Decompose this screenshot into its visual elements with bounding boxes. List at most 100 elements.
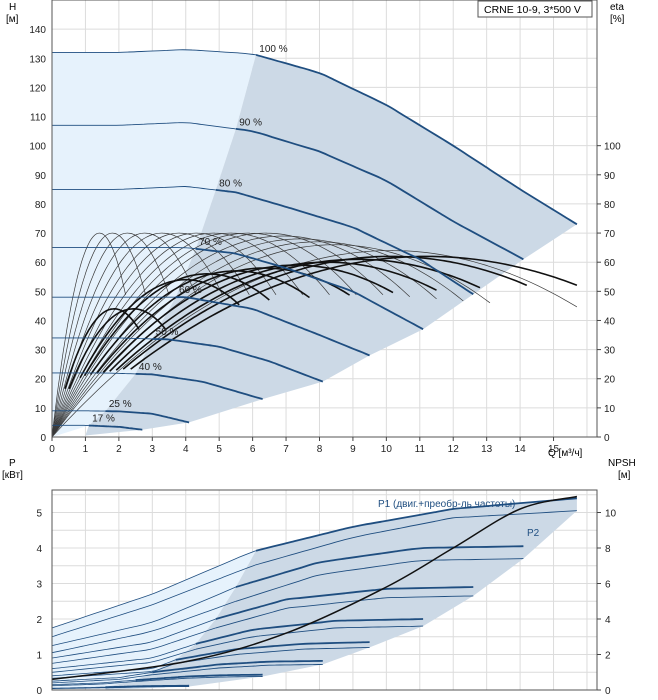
p2-curve-1 <box>255 510 577 566</box>
power-low-speed-region <box>52 550 256 690</box>
speed-label: 17 % <box>92 414 115 425</box>
x-tick-label: 5 <box>216 444 222 455</box>
y-axis-label-npsh: NPSH <box>608 458 636 469</box>
p2-curve-thin-1 <box>51 564 257 638</box>
p1-curve-1 <box>255 497 577 552</box>
y-tick-label-h: 20 <box>35 375 47 386</box>
head-curve-thin-50 <box>52 337 153 340</box>
speed-label: 70 % <box>199 237 222 248</box>
eta-curve-11 <box>51 232 384 438</box>
head-curve-thin-90 <box>52 122 236 130</box>
y-axis-label-eta: eta <box>610 2 624 13</box>
y-tick-label-h: 70 <box>35 229 47 240</box>
head-curve-thin-40 <box>52 372 136 375</box>
eta-curve-10 <box>51 232 357 438</box>
y-tick-label-eta: 50 <box>604 287 616 298</box>
bottom-plot-frame <box>51 489 598 691</box>
speed-label: 90 % <box>239 117 262 128</box>
eta-black-curve-2 <box>68 307 167 390</box>
p1-curve-thin-7 <box>51 679 136 686</box>
y-tick-label-p: 3 <box>36 580 42 591</box>
y-tick-label-h: 0 <box>40 433 46 444</box>
eta-curve-3 <box>51 232 170 438</box>
p2-curve-3 <box>215 595 474 629</box>
x-axis-label-q: Q [м³/ч] <box>548 448 583 459</box>
y-tick-label-eta: 0 <box>604 433 610 444</box>
speed-label: 25 % <box>109 399 132 410</box>
y-tick-label-h: 140 <box>29 25 46 36</box>
x-tick-label: 4 <box>183 444 189 455</box>
y-axis-unit-npsh: [м] <box>618 470 631 481</box>
head-curve-50 <box>152 338 324 383</box>
x-tick-label: 0 <box>49 444 55 455</box>
speed-label: 60 % <box>179 285 202 296</box>
head-curve-thin-100 <box>52 49 257 56</box>
y-tick-label-eta: 90 <box>604 171 616 182</box>
top-plot-frame <box>51 0 598 438</box>
y-tick-label-p: 2 <box>36 615 42 626</box>
legend-box-text: CRNE 10-9, 3*500 V <box>484 4 581 16</box>
p2-curve-thin-7 <box>51 681 136 687</box>
p2-curve-thin-2 <box>51 600 237 654</box>
y-tick-label-p: 1 <box>36 651 42 662</box>
p1-curve-7 <box>135 673 263 681</box>
x-tick-label: 11 <box>415 444 426 455</box>
speed-label: 50 % <box>156 327 179 338</box>
y-tick-label-h: 80 <box>35 200 47 211</box>
x-tick-label: 10 <box>381 444 393 455</box>
eta-curve-6 <box>51 232 250 438</box>
head-curve-thin-70 <box>51 247 196 250</box>
legend-box: CRNE 10-9, 3*500 V <box>477 0 593 18</box>
head-curve-60 <box>175 296 370 357</box>
y-tick-label-npsh: 10 <box>605 509 617 520</box>
eta-black-curve-8 <box>109 261 437 372</box>
p1-curve-6 <box>152 660 323 674</box>
p2-curve-6 <box>152 663 323 676</box>
y-axis-label-p: P <box>9 458 16 469</box>
y-tick-label-p: 4 <box>36 544 42 555</box>
speed-label: 80 % <box>219 178 242 189</box>
head-curve-80 <box>215 189 474 295</box>
y-tick-label-h: 60 <box>35 258 47 269</box>
speed-label: 100 % <box>259 44 287 55</box>
y-tick-label-h: 110 <box>30 113 46 124</box>
p1-curve-8 <box>105 684 190 689</box>
head-curve-90 <box>235 128 524 261</box>
p1-curve-thin-4 <box>51 643 196 670</box>
x-tick-label: 3 <box>150 444 156 455</box>
x-tick-label: 8 <box>317 444 323 455</box>
p1-curve-thin-3 <box>51 618 216 659</box>
npsh-curve <box>51 495 578 681</box>
y-tick-label-npsh: 2 <box>605 651 611 662</box>
y-tick-label-h: 10 <box>35 404 47 415</box>
y-tick-label-h: 130 <box>29 54 46 65</box>
p1-curve-thin-6 <box>51 671 153 682</box>
speed-label: 40 % <box>139 362 162 373</box>
head-curve-70 <box>195 247 424 330</box>
p2-curve-thin-8 <box>51 687 106 689</box>
y-tick-label-h: 50 <box>35 287 47 298</box>
y-tick-label-h: 40 <box>35 316 47 327</box>
y-tick-label-h: 30 <box>35 346 47 357</box>
eta-curve-16 <box>51 250 578 438</box>
p2-curve-thin-6 <box>51 674 153 684</box>
p2-curve-thin-4 <box>51 648 196 673</box>
eta-black-curve-11 <box>130 255 578 370</box>
p2-curve-2 <box>235 558 524 602</box>
y-tick-label-eta: 40 <box>604 316 616 327</box>
eta-black-curve-3 <box>79 278 240 379</box>
head-curve-40 <box>135 373 263 400</box>
p1-curve-thin-1 <box>51 550 257 629</box>
eta-black-curve-9 <box>115 258 481 371</box>
y-tick-label-eta: 20 <box>604 375 616 386</box>
eta-black-curve-10 <box>122 255 528 370</box>
y-axis-unit-p: [кВт] <box>2 470 23 481</box>
y-tick-label-p: 5 <box>36 509 42 520</box>
y-axis-unit-h: [м] <box>6 14 19 25</box>
eta-curve-9 <box>51 232 330 438</box>
y-tick-label-h: 120 <box>29 83 46 94</box>
x-tick-label: 7 <box>283 444 289 455</box>
y-tick-label-npsh: 4 <box>605 615 611 626</box>
x-tick-label: 9 <box>350 444 356 455</box>
eta-curve-8 <box>51 232 304 438</box>
